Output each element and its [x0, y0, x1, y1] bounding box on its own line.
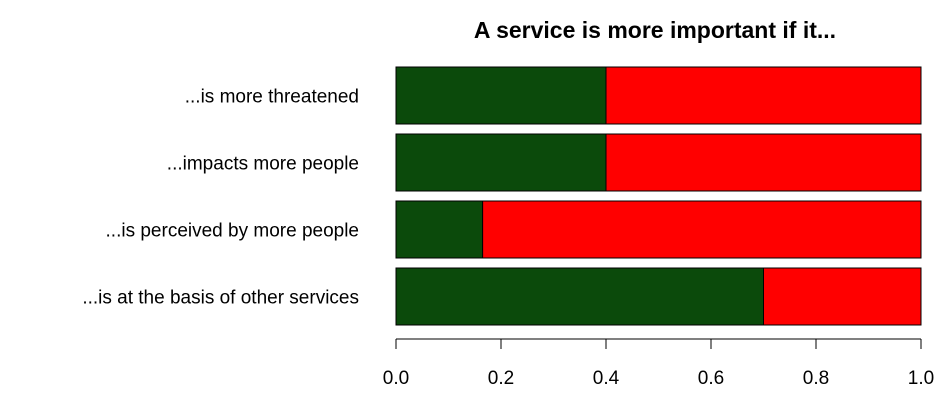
bar-segment-2-series-1: [395, 133, 607, 192]
category-label: ...is more threatened: [185, 87, 359, 108]
x-tick-label: 0.4: [593, 368, 620, 389]
category-labels: ...is more threatened ...impacts more peo…: [82, 87, 359, 309]
bar-segment-4-series-1: [395, 267, 764, 326]
bar-segment-1-series-2: [605, 66, 922, 125]
x-tick-label: 1.0: [908, 368, 934, 389]
bar-segment-4-series-2: [763, 267, 922, 326]
bars-layer: [395, 66, 922, 326]
x-tick-label: 0.6: [698, 368, 724, 389]
bar-segment-3-series-2: [482, 200, 922, 259]
x-tick-label: 0.8: [803, 368, 829, 389]
bar-segment-2-series-2: [605, 133, 922, 192]
chart-title: A service is more important if it...: [474, 17, 836, 43]
bar-segment-3-series-1: [395, 200, 484, 259]
category-label: ...is at the basis of other services: [82, 288, 359, 309]
category-label: ...is perceived by more people: [106, 221, 359, 242]
category-label: ...impacts more people: [167, 154, 359, 175]
bar-segment-1-series-1: [395, 66, 607, 125]
x-axis: 0.0 0.2 0.4 0.6 0.8 1.0: [383, 338, 934, 389]
x-tick-label: 0.2: [488, 368, 514, 389]
x-tick-label: 0.0: [383, 368, 409, 389]
